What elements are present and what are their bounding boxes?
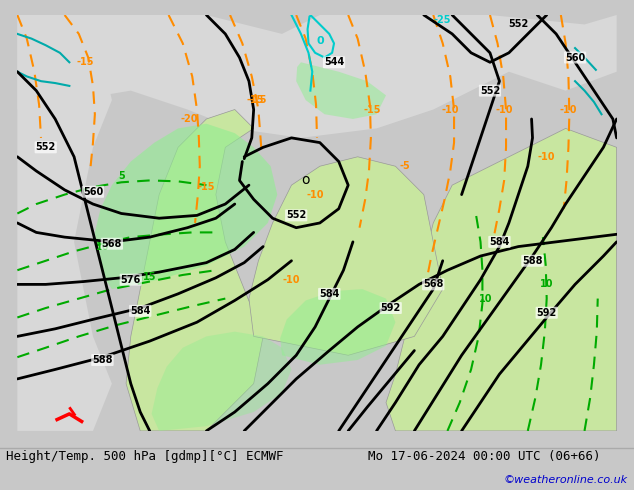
Text: ©weatheronline.co.uk: ©weatheronline.co.uk xyxy=(503,475,628,485)
Text: 560: 560 xyxy=(565,52,585,63)
Text: 584: 584 xyxy=(130,306,150,316)
Text: -10: -10 xyxy=(306,190,324,199)
Text: 5: 5 xyxy=(118,171,125,181)
Polygon shape xyxy=(152,332,292,431)
Text: Mo 17-06-2024 00:00 UTC (06+66): Mo 17-06-2024 00:00 UTC (06+66) xyxy=(368,450,600,463)
Text: -25: -25 xyxy=(434,15,451,24)
Text: -15: -15 xyxy=(363,104,380,115)
Polygon shape xyxy=(95,123,277,289)
Text: -10: -10 xyxy=(560,104,577,115)
Text: 584: 584 xyxy=(489,237,510,247)
Polygon shape xyxy=(126,110,263,431)
Text: 568: 568 xyxy=(423,279,443,290)
Text: -10: -10 xyxy=(495,104,513,115)
Text: 568: 568 xyxy=(101,239,122,249)
Polygon shape xyxy=(296,62,386,119)
Text: 0: 0 xyxy=(317,36,325,47)
Text: o: o xyxy=(301,173,310,187)
Text: 544: 544 xyxy=(324,57,344,67)
Polygon shape xyxy=(17,15,112,431)
Text: -10: -10 xyxy=(441,104,459,115)
Text: 576: 576 xyxy=(120,275,141,285)
Text: 552: 552 xyxy=(286,210,306,221)
Text: -20: -20 xyxy=(181,114,198,124)
Text: Height/Temp. 500 hPa [gdmp][°C] ECMWF: Height/Temp. 500 hPa [gdmp][°C] ECMWF xyxy=(6,450,284,463)
Text: 560: 560 xyxy=(83,187,103,197)
Text: 552: 552 xyxy=(508,20,529,29)
Text: -10: -10 xyxy=(283,275,301,285)
Text: 588: 588 xyxy=(92,355,113,365)
Text: 552: 552 xyxy=(36,142,56,152)
Text: -15: -15 xyxy=(77,57,94,67)
Text: 10: 10 xyxy=(96,242,109,251)
Text: 588: 588 xyxy=(522,256,543,266)
Polygon shape xyxy=(280,289,396,365)
Text: 10: 10 xyxy=(540,279,553,290)
Polygon shape xyxy=(386,128,617,431)
Text: -15: -15 xyxy=(198,182,215,192)
Polygon shape xyxy=(17,15,617,138)
Polygon shape xyxy=(249,157,443,355)
Text: 592: 592 xyxy=(380,303,401,313)
Text: 552: 552 xyxy=(480,86,500,96)
Text: 10: 10 xyxy=(479,294,492,304)
Text: 592: 592 xyxy=(536,308,557,318)
Text: -15: -15 xyxy=(250,95,267,105)
Text: 15: 15 xyxy=(143,272,157,282)
Text: -10: -10 xyxy=(538,152,555,162)
Text: -15: -15 xyxy=(247,95,264,105)
Text: -5: -5 xyxy=(399,161,410,171)
Text: 584: 584 xyxy=(319,289,339,299)
